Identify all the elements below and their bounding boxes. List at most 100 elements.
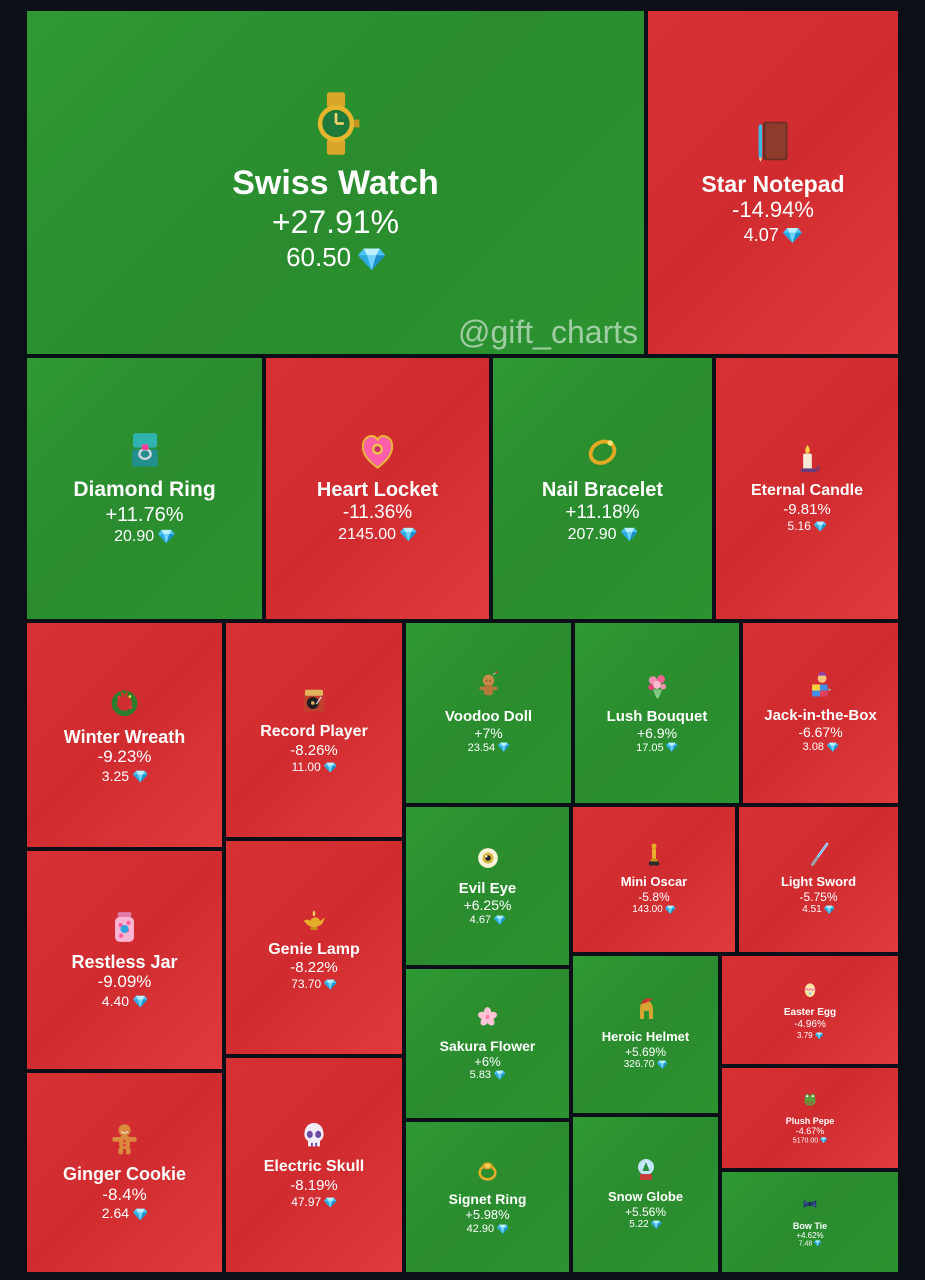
price-value: 3.25 — [101, 767, 130, 784]
tile-name: Heart Locket — [316, 479, 439, 502]
tile-price: 11.00 — [292, 760, 337, 775]
price-value: 11.00 — [291, 759, 321, 774]
gem-icon — [129, 993, 148, 1009]
tile-change: -5.8% — [638, 890, 670, 905]
tile-change: -8.22% — [290, 959, 338, 977]
tile-evil-eye[interactable]: Evil Eye +6.25% 4.67 — [404, 805, 571, 967]
gem-icon — [495, 742, 510, 754]
price-value: 42.90 — [466, 1222, 495, 1235]
tile-snow-globe[interactable]: Snow Globe +5.56% 5.22 — [571, 1115, 720, 1274]
tile-voodoo-doll[interactable]: x x Voodoo Doll +7% 23.54 — [404, 621, 573, 805]
tile-name: Sakura Flower — [439, 1037, 536, 1054]
tile-plush-pepe[interactable]: Plush Pepe -4.67% 5170.00 — [720, 1066, 900, 1170]
tile-bow-tie[interactable]: Bow Tie +4.62% 7.48 — [720, 1170, 900, 1274]
tile-change: +27.91% — [271, 204, 400, 241]
tile-price: 4.51 — [802, 904, 835, 917]
gem-icon — [811, 519, 827, 533]
tile-price: 20.90 — [114, 527, 175, 547]
tile-price: 3.79 — [797, 1031, 823, 1041]
price-value: 5.83 — [469, 1069, 492, 1082]
watermark: @gift_charts — [458, 314, 639, 350]
gem-icon — [664, 742, 678, 754]
tile-price: 73.70 — [291, 977, 337, 992]
gem-icon — [491, 1069, 506, 1081]
tile-name: Swiss Watch — [232, 164, 439, 202]
price-value: 4.51 — [802, 904, 822, 916]
tile-name: Mini Oscar — [620, 874, 688, 890]
tile-change: +6% — [474, 1053, 501, 1069]
bracelet-icon — [587, 432, 618, 475]
tile-change: -8.26% — [290, 741, 338, 759]
gem-icon — [321, 1195, 337, 1209]
tile-name: Heroic Helmet — [601, 1029, 690, 1045]
tile-name: Eternal Candle — [750, 482, 864, 500]
tile-sakura-flower[interactable]: Sakura Flower +6% 5.83 — [404, 967, 571, 1120]
tile-record-player[interactable]: Record Player -8.26% 11.00 — [224, 621, 404, 839]
price-value: 5170.00 — [792, 1137, 819, 1145]
tile-name: Diamond Ring — [73, 478, 216, 502]
tile-star-notepad[interactable]: Star Notepad -14.94% 4.07 — [646, 9, 900, 356]
tile-change: -6.67% — [798, 724, 843, 741]
gingerbread-icon — [111, 1122, 138, 1160]
tile-name: Evil Eye — [458, 880, 517, 898]
svg-text:x: x — [489, 679, 491, 683]
price-value: 20.90 — [114, 527, 155, 545]
heart-locket-icon — [361, 432, 394, 475]
gem-icon — [824, 741, 839, 753]
tile-nail-bracelet[interactable]: Nail Bracelet +11.18% 207.90 — [491, 356, 714, 621]
tile-change: -9.81% — [783, 500, 831, 518]
tile-heroic-helmet[interactable]: Heroic Helmet +5.69% 326.70 — [571, 954, 720, 1115]
wreath-icon — [111, 685, 138, 723]
tile-name: Jack-in-the-Box — [764, 707, 877, 725]
tile-change: +5.69% — [624, 1045, 667, 1060]
tile-restless-jar[interactable]: Restless Jar -9.09% 4.40 — [25, 849, 224, 1071]
tile-price: 4.07 — [744, 224, 803, 247]
tile-price: 5.22 — [629, 1219, 662, 1232]
tile-name: Snow Globe — [607, 1189, 684, 1205]
gem-icon — [494, 1223, 509, 1235]
tile-name: Star Notepad — [701, 170, 845, 197]
candle-icon — [795, 443, 820, 478]
tile-price: 2145.00 — [338, 525, 417, 545]
price-value: 7.48 — [798, 1240, 813, 1248]
tile-price: 326.70 — [624, 1059, 668, 1072]
tile-genie-lamp[interactable]: Genie Lamp -8.22% 73.70 — [224, 839, 404, 1056]
tile-name: Lush Bouquet — [606, 707, 708, 725]
tile-name: Winter Wreath — [63, 726, 186, 747]
price-value: 2.64 — [101, 1205, 130, 1222]
tile-signet-ring[interactable]: Signet Ring +5.98% 42.90 — [404, 1120, 571, 1274]
tile-heart-locket[interactable]: Heart Locket -11.36% 2145.00 — [264, 356, 491, 621]
tile-change: -9.09% — [97, 972, 152, 992]
jack-in-the-box-icon — [810, 671, 832, 703]
tile-lush-bouquet[interactable]: Lush Bouquet +6.9% 17.05 — [573, 621, 741, 805]
egg-icon — [802, 979, 818, 1003]
tile-diamond-ring[interactable]: Diamond Ring +11.76% 20.90 — [25, 356, 264, 621]
tile-name: Easter Egg — [783, 1007, 837, 1019]
tile-ginger-cookie[interactable]: Ginger Cookie -8.4% 2.64 — [25, 1071, 224, 1274]
tile-change: +4.62% — [796, 1230, 824, 1240]
tile-swiss-watch[interactable]: Swiss Watch +27.91% 60.50 — [25, 9, 646, 356]
tile-mini-oscar[interactable]: Mini Oscar -5.8% 143.00 — [571, 805, 737, 954]
eye-icon — [477, 844, 499, 876]
genie-lamp-icon — [302, 903, 326, 937]
tile-price: 207.90 — [568, 525, 638, 545]
tile-easter-egg[interactable]: Easter Egg -4.96% 3.79 — [720, 954, 900, 1066]
tile-jack-in-the-box[interactable]: Jack-in-the-Box -6.67% 3.08 — [741, 621, 900, 805]
bouquet-icon — [646, 671, 669, 704]
gem-icon — [491, 914, 506, 926]
light-sword-icon — [809, 842, 829, 871]
tile-price: 3.08 — [803, 741, 839, 755]
gem-icon — [822, 904, 835, 915]
tile-eternal-candle[interactable]: Eternal Candle -9.81% 5.16 — [714, 356, 900, 621]
tile-name: Signet Ring — [448, 1191, 527, 1208]
price-value: 207.90 — [567, 525, 617, 543]
price-value: 17.05 — [636, 741, 664, 754]
tile-light-sword[interactable]: Light Sword -5.75% 4.51 — [737, 805, 900, 954]
tile-change: +5.56% — [624, 1205, 667, 1220]
tile-electric-skull[interactable]: Electric Skull -8.19% 47.97 — [224, 1056, 404, 1274]
tile-winter-wreath[interactable]: Winter Wreath -9.23% 3.25 — [25, 621, 224, 849]
tile-price: 2.64 — [101, 1205, 148, 1223]
tile-change: -5.75% — [799, 890, 838, 905]
gem-icon — [779, 225, 803, 245]
